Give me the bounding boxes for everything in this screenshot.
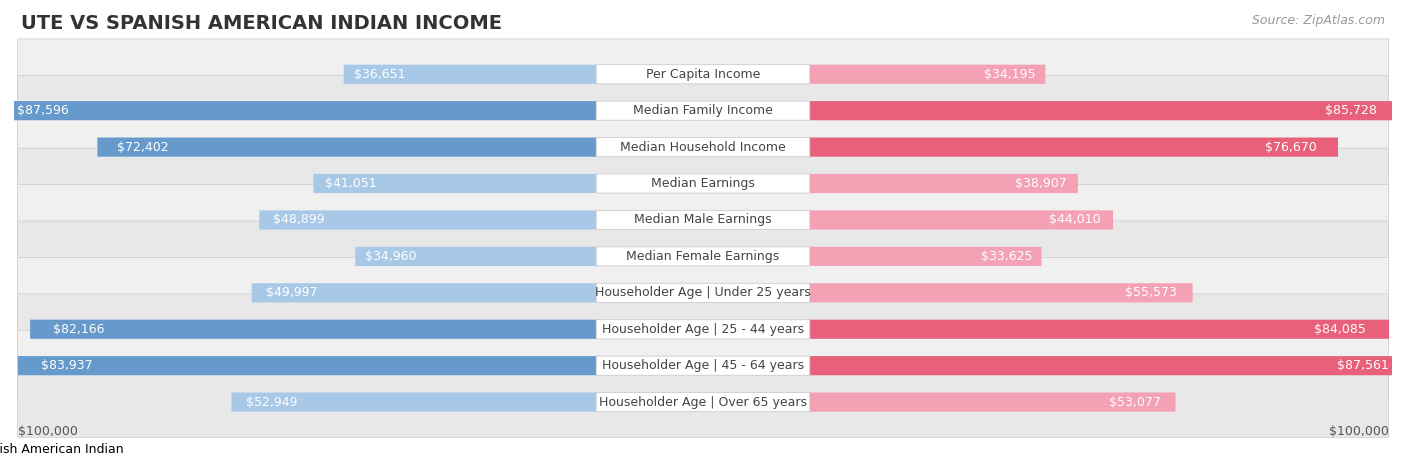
FancyBboxPatch shape [810,174,1078,193]
Text: $76,670: $76,670 [1265,141,1317,154]
Text: Median Male Earnings: Median Male Earnings [634,213,772,226]
FancyBboxPatch shape [17,75,1389,146]
FancyBboxPatch shape [596,174,810,193]
FancyBboxPatch shape [18,356,596,375]
Text: $72,402: $72,402 [117,141,169,154]
FancyBboxPatch shape [810,319,1389,339]
FancyBboxPatch shape [17,367,1389,438]
Text: $36,651: $36,651 [354,68,405,81]
Text: $55,573: $55,573 [1125,286,1177,299]
FancyBboxPatch shape [810,210,1114,230]
FancyBboxPatch shape [232,392,596,412]
Text: $48,899: $48,899 [273,213,325,226]
FancyBboxPatch shape [596,101,810,120]
Text: $41,051: $41,051 [325,177,377,190]
Text: $84,085: $84,085 [1315,323,1365,336]
Text: $87,561: $87,561 [1337,359,1389,372]
FancyBboxPatch shape [596,356,810,375]
FancyBboxPatch shape [810,101,1400,120]
Text: Householder Age | Under 25 years: Householder Age | Under 25 years [595,286,811,299]
Text: $34,960: $34,960 [366,250,416,263]
Text: UTE VS SPANISH AMERICAN INDIAN INCOME: UTE VS SPANISH AMERICAN INDIAN INCOME [21,14,502,33]
FancyBboxPatch shape [17,294,1389,365]
Text: Median Family Income: Median Family Income [633,104,773,117]
FancyBboxPatch shape [314,174,596,193]
Text: $100,000: $100,000 [1329,425,1389,438]
FancyBboxPatch shape [810,283,1192,303]
FancyBboxPatch shape [810,64,1046,84]
Text: Source: ZipAtlas.com: Source: ZipAtlas.com [1251,14,1385,27]
Legend: Ute, Spanish American Indian: Ute, Spanish American Indian [0,439,129,461]
Text: $34,195: $34,195 [984,68,1036,81]
FancyBboxPatch shape [596,210,810,230]
Text: $100,000: $100,000 [17,425,77,438]
Text: Median Female Earnings: Median Female Earnings [627,250,779,263]
FancyBboxPatch shape [17,221,1389,292]
FancyBboxPatch shape [17,39,1389,110]
FancyBboxPatch shape [97,137,596,157]
FancyBboxPatch shape [596,64,810,84]
FancyBboxPatch shape [17,330,1389,401]
FancyBboxPatch shape [343,64,596,84]
FancyBboxPatch shape [596,319,810,339]
Text: Householder Age | 25 - 44 years: Householder Age | 25 - 44 years [602,323,804,336]
FancyBboxPatch shape [810,247,1042,266]
FancyBboxPatch shape [356,247,596,266]
Text: Median Household Income: Median Household Income [620,141,786,154]
Text: Householder Age | 45 - 64 years: Householder Age | 45 - 64 years [602,359,804,372]
Text: $85,728: $85,728 [1324,104,1376,117]
FancyBboxPatch shape [30,319,596,339]
FancyBboxPatch shape [0,101,596,120]
FancyBboxPatch shape [810,356,1406,375]
Text: $83,937: $83,937 [41,359,93,372]
FancyBboxPatch shape [810,137,1339,157]
Text: Householder Age | Over 65 years: Householder Age | Over 65 years [599,396,807,409]
Text: Median Earnings: Median Earnings [651,177,755,190]
FancyBboxPatch shape [810,392,1175,412]
Text: $33,625: $33,625 [980,250,1032,263]
Text: $38,907: $38,907 [1015,177,1067,190]
Text: $82,166: $82,166 [53,323,104,336]
FancyBboxPatch shape [596,247,810,266]
FancyBboxPatch shape [259,210,596,230]
Text: $49,997: $49,997 [266,286,316,299]
FancyBboxPatch shape [17,112,1389,183]
Text: $87,596: $87,596 [17,104,69,117]
FancyBboxPatch shape [596,392,810,412]
FancyBboxPatch shape [17,257,1389,328]
Text: Per Capita Income: Per Capita Income [645,68,761,81]
FancyBboxPatch shape [17,184,1389,255]
Text: $52,949: $52,949 [246,396,298,409]
FancyBboxPatch shape [596,137,810,157]
FancyBboxPatch shape [596,283,810,303]
FancyBboxPatch shape [252,283,596,303]
Text: $53,077: $53,077 [1109,396,1161,409]
Text: $44,010: $44,010 [1049,213,1101,226]
FancyBboxPatch shape [17,148,1389,219]
